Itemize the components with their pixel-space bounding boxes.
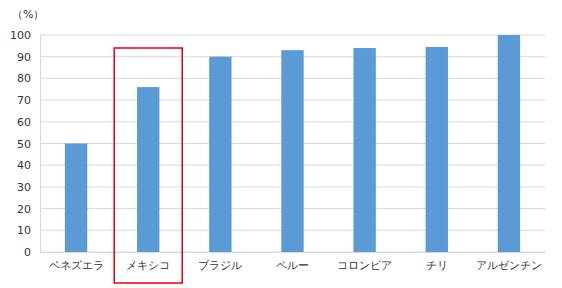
grid — [40, 35, 545, 252]
x-axis-line — [41, 252, 546, 253]
bar — [498, 35, 520, 252]
y-tick-label: 90 — [17, 51, 31, 64]
y-tick-label: 40 — [17, 159, 31, 172]
y-tick: 50 — [17, 138, 40, 151]
x-tick-label: ペルー — [276, 259, 309, 272]
x-tick: ブラジル — [198, 252, 242, 272]
x-tick-label: ブラジル — [198, 259, 242, 272]
y-axis: 0 10 20 30 40 50 60 70 80 90 100 — [10, 29, 41, 259]
x-tick: チリ — [426, 252, 448, 272]
y-tick: 40 — [17, 159, 40, 172]
x-tick: ペルー — [276, 252, 309, 272]
y-tick-label: 30 — [17, 181, 31, 194]
y-tick: 30 — [17, 181, 40, 194]
x-tick-label: アルゼンチン — [476, 259, 542, 272]
x-tick-label: コロンビア — [337, 259, 392, 272]
y-tick: 60 — [17, 116, 40, 129]
bar — [65, 144, 87, 253]
y-tick-label: 20 — [17, 203, 31, 216]
x-tick-label: チリ — [426, 259, 448, 272]
highlight-box — [114, 48, 182, 283]
y-tick-label: 100 — [10, 29, 31, 42]
plot: 0 10 20 30 40 50 60 70 80 90 100 ベネズエラ メキシコ ブラジル ペルー コロ… — [10, 29, 546, 272]
y-tick-label: 70 — [17, 94, 31, 107]
x-tick: コロンビア — [337, 252, 392, 272]
chart: 0 10 20 30 40 50 60 70 80 90 100 ベネズエラ メキシコ ブラジル ペルー コロ… — [0, 0, 562, 288]
y-tick: 70 — [17, 94, 40, 107]
y-tick: 90 — [17, 51, 40, 64]
x-axis: ベネズエラ メキシコ ブラジル ペルー コロンビア チリ アルゼンチン — [41, 252, 546, 272]
y-tick-label: 60 — [17, 116, 31, 129]
x-tick-label: メキシコ — [126, 259, 170, 272]
y-tick-label: 0 — [24, 246, 31, 259]
y-tick: 10 — [17, 224, 40, 237]
bar — [209, 57, 231, 252]
y-axis-label: （%） — [12, 8, 44, 21]
y-tick-label: 50 — [17, 138, 31, 151]
bar — [137, 87, 159, 252]
bar — [281, 50, 303, 252]
y-tick: 80 — [17, 72, 40, 85]
bars — [65, 35, 520, 252]
grid-line — [40, 35, 545, 36]
x-tick: メキシコ — [126, 252, 170, 272]
y-tick-label: 10 — [17, 224, 31, 237]
y-tick-label: 80 — [17, 72, 31, 85]
y-tick: 0 — [24, 246, 40, 259]
y-tick: 20 — [17, 203, 40, 216]
y-axis-line — [40, 36, 41, 253]
x-tick: ベネズエラ — [49, 252, 104, 272]
x-tick-label: ベネズエラ — [49, 259, 104, 272]
y-tick: 100 — [10, 29, 40, 42]
bar — [426, 47, 448, 252]
x-tick: アルゼンチン — [476, 252, 542, 272]
bar — [353, 48, 375, 252]
